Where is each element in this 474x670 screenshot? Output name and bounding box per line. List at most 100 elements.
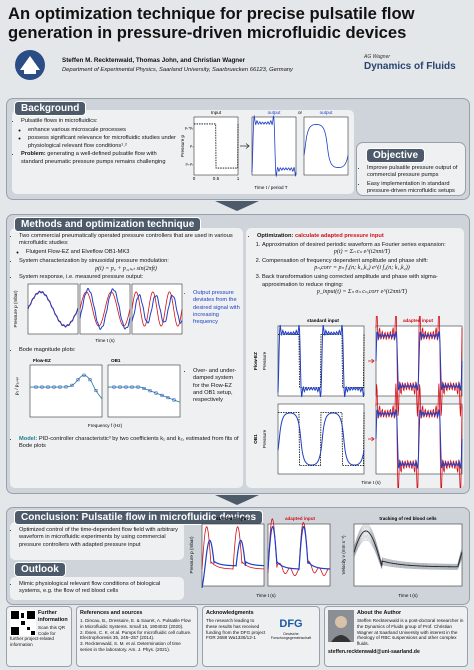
bode-marker <box>52 385 56 389</box>
optimization-plot: standard input adapted input Flow-EZ OB1… <box>253 316 463 488</box>
dfg-mark: DFG <box>279 618 303 631</box>
plot-frame <box>29 364 103 418</box>
acknowledgments-box: Acknowledgments DFG Deutsche Forschungsge… <box>202 606 320 667</box>
sine-response-plot: Pressure p (mbar) f = 0.1 Hz f = 2 Hz f … <box>13 283 183 343</box>
author-photo <box>328 610 354 642</box>
logo-group: AG Wagner <box>364 54 391 60</box>
bullet: System response, i.e. measured pressure … <box>19 274 240 281</box>
plot-label: standard input <box>307 318 339 323</box>
poster-title: An optimization technique for precise pu… <box>8 4 415 43</box>
bode-marker <box>112 385 116 389</box>
ul-element: Bode magnitude plots: <box>12 347 240 354</box>
bode-marker <box>94 389 98 393</box>
plot-label: Pressure <box>262 351 267 370</box>
ul-element: Over- and under-damped system for the Fl… <box>186 368 240 404</box>
plot-label: Time t (s) <box>398 593 418 598</box>
objective-text: Improve pulsatile pressure output of com… <box>360 165 462 197</box>
rect-element <box>27 611 35 619</box>
bode-marker <box>118 385 122 389</box>
plot-label: p₀-p₁ <box>186 162 195 166</box>
dfg-logo: DFG Deutsche Forschungsgemeinschaft <box>266 618 316 641</box>
bode-marker <box>154 391 158 395</box>
bullet: Over- and under-damped system for the Fl… <box>193 368 240 404</box>
author-box: About the Author Steffen Recktenwald is a… <box>324 606 468 667</box>
bode-marker <box>166 396 170 400</box>
plot-frame <box>107 364 181 418</box>
bode-marker <box>46 385 50 389</box>
ob1-standard <box>277 412 365 466</box>
ul-element: Optimized control of the time-dependent … <box>12 527 182 549</box>
conclusion-plot: standard input adapted input Pressure p … <box>189 516 331 598</box>
bode-fit-flowez <box>30 374 103 400</box>
rect-element <box>27 627 30 630</box>
flowez-standard <box>277 324 365 398</box>
rbc-velocity-trace <box>353 524 463 565</box>
background-figure: Input output or output Pressure p p₀+p₁ … <box>180 110 349 190</box>
plot-label: Time t (s) <box>256 593 276 598</box>
bullet: enhance various microscale processes <box>28 127 178 134</box>
methods-text: System response, i.e. measured pressure … <box>12 274 240 283</box>
bode-fit-ob1 <box>108 386 181 403</box>
measured-sine <box>131 294 183 324</box>
bullet: Optimization: calculate adapted pressure… <box>257 233 462 240</box>
ob1-adapted-input <box>375 383 463 488</box>
bode-marker <box>130 385 134 389</box>
plot-label: 1 <box>237 176 240 181</box>
bode-marker <box>76 378 80 382</box>
path-element <box>331 635 351 642</box>
ob1-adapted-output <box>375 409 463 469</box>
measured-sine <box>27 290 79 328</box>
plot-label: p₁ / p₁,ₛₑₜ <box>14 376 19 395</box>
rbc-velocity-trace <box>353 538 463 570</box>
background-text: Pulsatile flows in microfluidics: enhanc… <box>14 118 178 167</box>
plot-label: OB1 <box>253 434 258 444</box>
rect-element <box>31 631 35 635</box>
bode-marker <box>124 385 128 389</box>
path-element <box>20 56 40 70</box>
bode-marker <box>142 386 146 390</box>
bode-note: Over- and under-damped system for the Fl… <box>186 368 240 406</box>
footer-heading: References and sources <box>80 610 143 616</box>
rbc-velocity-trace <box>353 523 463 565</box>
bode-marker <box>64 385 68 389</box>
methods-text: Bode magnitude plots: <box>12 347 240 356</box>
adapted-output <box>267 525 331 571</box>
section-heading: Outlook <box>14 562 66 577</box>
flow-arrow <box>215 201 259 211</box>
section-heading: Objective <box>366 148 426 163</box>
dfg-text: Deutsche Forschungsgemeinschaft <box>270 632 312 641</box>
bode-marker <box>70 383 74 387</box>
plot-frame <box>303 116 349 176</box>
desired-sine <box>131 291 183 327</box>
plot-label: tracking of red blood cells <box>379 516 437 521</box>
qr-code <box>10 610 36 636</box>
plot-label: p₀ <box>190 144 194 148</box>
section-heading: Background <box>14 101 87 116</box>
bode-marker <box>82 373 86 377</box>
desired-sine <box>79 291 131 327</box>
plot-label: Time t (s) <box>95 338 115 343</box>
ul-element: System response, i.e. measured pressure … <box>12 274 240 281</box>
plot-label: Velocity v (mm s⁻¹) <box>341 535 346 574</box>
rbc-velocity-trace <box>353 536 463 569</box>
path-element <box>368 358 375 442</box>
tracking-plot: tracking of red blood cells Velocity v (… <box>341 516 463 598</box>
bullet: System characterization by sinusoidal pr… <box>19 258 240 265</box>
plot-label: Time t (s) <box>361 480 381 485</box>
ul-element: Optimization: calculate adapted pressure… <box>250 233 462 240</box>
plot-label: output <box>320 110 333 115</box>
footer-text: Scan this QR Code for further project-re… <box>10 625 66 648</box>
ul-element: enhance various microscale processesposs… <box>21 127 178 150</box>
bullet: Two commercial pneumatically operated pr… <box>19 233 240 248</box>
circle-element <box>335 616 347 628</box>
bode-marker <box>172 398 176 402</box>
footer-heading: About the Author <box>357 610 402 616</box>
ul-element: Model: PID-controller characteristic³ by… <box>12 436 240 451</box>
logo-name: Dynamics of Fluids <box>364 61 456 72</box>
plot-label: Pressure p (mbar) <box>13 290 18 327</box>
ul-element: Mimic physiological relevant flow condit… <box>12 581 182 596</box>
plot-label: Input <box>211 110 222 115</box>
reference: 3. Recktenwald, S. M. et al. Determinati… <box>80 641 181 652</box>
flowez-adapted-input <box>375 316 463 417</box>
